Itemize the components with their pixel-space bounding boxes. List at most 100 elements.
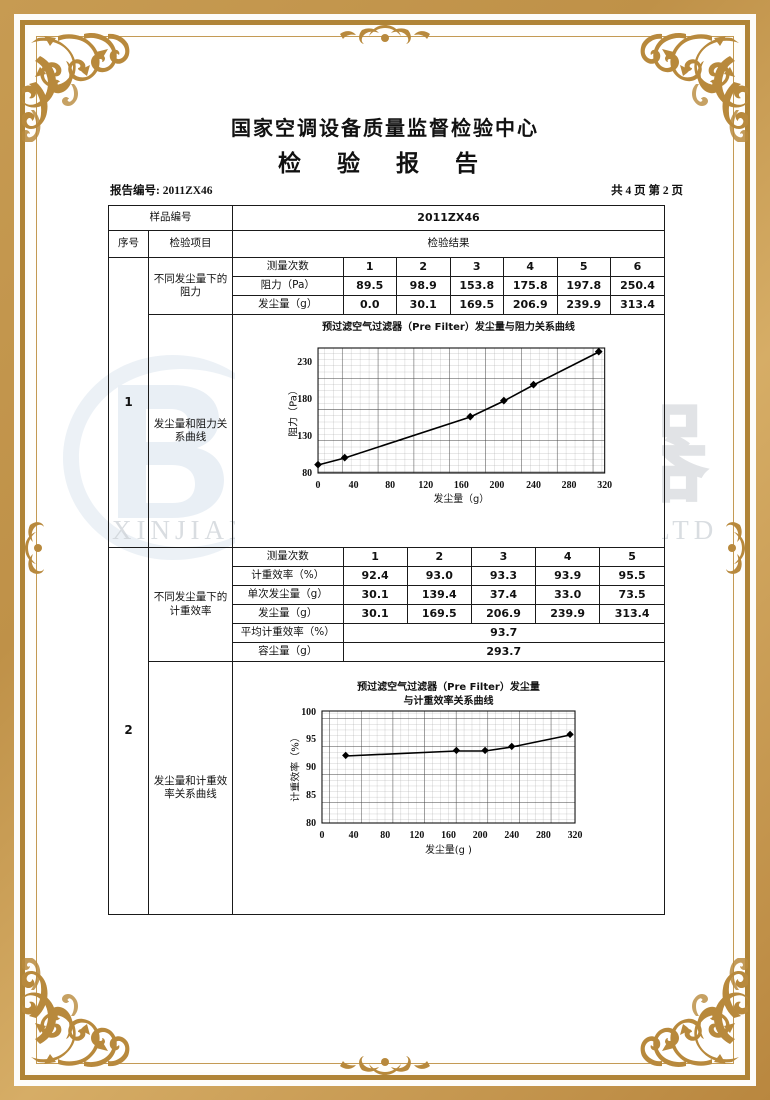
section2-index: 2 [108,547,149,915]
chart-2-title-line2: 与计重效率关系曲线 [403,696,494,707]
sample-label: 样品编号 [108,205,233,231]
table-row: 发尘量（g） 30.1 169.5 206.9 239.9 313.4 [233,604,664,624]
section1-measure-table-cell: 测量次数 1 2 3 4 5 6 阻力（Pa） 89.5 [232,257,665,315]
s2-dust-5: 313.4 [599,604,664,624]
svg-text:80: 80 [385,480,395,491]
s1-resistance-5: 197.8 [556,276,611,296]
s1-count-4: 4 [503,258,558,277]
s1-resistance-6: 250.4 [610,276,664,296]
s2-capacity-label: 容尘量（g） [233,642,344,661]
s2-rowhead-count: 测量次数 [233,548,344,567]
s2-single-3: 37.4 [470,585,537,605]
s2-eff-2: 93.0 [406,566,472,586]
table-row-section2-chart: 发尘量和计重效率关系曲线 预过滤空气过滤器（Pre Filter）发尘量 与计重… [109,661,665,915]
table-row: 单次发尘量（g） 30.1 139.4 37.4 33.0 73.5 [233,585,664,605]
s1-rowhead-count: 测量次数 [233,258,344,277]
svg-text:280: 280 [562,480,577,491]
sample-value: 2011ZX46 [232,205,665,231]
efficiency-vs-dust-chart: 预过滤空气过滤器（Pre Filter）发尘量 与计重效率关系曲线 [235,663,662,913]
col-header-result: 检验结果 [232,230,665,258]
s2-count-3: 3 [470,548,537,567]
svg-text:40: 40 [349,830,359,841]
table-row-section2-data: 2 不同发尘量下的计重效率 测量次数 1 2 3 4 5 [108,547,665,915]
table-row-sample: 样品编号 2011ZX46 [108,205,665,231]
section1-item-curve: 发尘量和阻力关系曲线 [148,314,233,548]
col-header-index: 序号 [108,230,149,258]
section2-measure-table: 测量次数 1 2 3 4 5 计重效率（%） 92.4 93.0 [233,548,664,661]
s1-dust-5: 239.9 [556,295,611,314]
table-row-section1-chart: 发尘量和阻力关系曲线 预过滤空气过滤器（Pre Filter）发尘量与阻力关系曲… [109,314,665,548]
s2-eff-4: 93.9 [535,566,601,586]
page-indicator: 共 4 页 第 2 页 [611,185,683,197]
svg-text:0: 0 [320,830,325,841]
section2-item-curve: 发尘量和计重效率关系曲线 [148,661,233,915]
svg-text:120: 120 [418,480,433,491]
chart-2-y-label: 计重效率（%） [288,732,301,801]
s2-single-1: 30.1 [342,585,408,605]
svg-text:80: 80 [306,818,316,829]
s2-dust-2: 169.5 [406,604,472,624]
s2-dust-4: 239.9 [535,604,601,624]
svg-text:95: 95 [306,734,316,745]
s2-dust-3: 206.9 [470,604,537,624]
section1-measure-table: 测量次数 1 2 3 4 5 6 阻力（Pa） 89.5 [233,258,664,314]
col-header-item: 检验项目 [148,230,233,258]
svg-text:280: 280 [536,830,551,841]
svg-text:40: 40 [349,480,359,491]
table-row-header: 序号 检验项目 检验结果 [108,230,665,258]
resistance-vs-dust-chart: 预过滤空气过滤器（Pre Filter）发尘量与阻力关系曲线 [235,316,662,546]
s1-count-1: 1 [342,258,397,277]
table-row: 阻力（Pa） 89.5 98.9 153.8 175.8 197.8 250.4 [233,276,664,296]
s2-eff-5: 95.5 [599,566,664,586]
svg-text:230: 230 [297,357,312,368]
chart-1-title: 预过滤空气过滤器（Pre Filter）发尘量与阻力关系曲线 [322,322,575,333]
svg-text:80: 80 [380,830,390,841]
s2-capacity-value: 293.7 [342,642,664,661]
s1-dust-1: 0.0 [342,295,397,314]
s2-count-5: 5 [599,548,664,567]
organization-title: 国家空调设备质量监督检验中心 [231,116,539,140]
chart-1-svg: 80 130 180 230 阻力（Pa） 0 40 80 [286,347,613,505]
chart-2-plot-area [321,710,576,824]
chart-2-x-label: 发尘量(g ) [425,843,472,856]
s1-dust-2: 30.1 [396,295,451,314]
svg-text:200: 200 [473,830,488,841]
chart-1-x-label: 发尘量（g） [434,492,490,505]
s2-dust-1: 30.1 [342,604,408,624]
s1-dust-6: 313.4 [610,295,664,314]
decorative-frame-gold-line [20,20,750,1080]
table-row: 容尘量（g） 293.7 [233,642,664,661]
table-row-section1-data: 1 不同发尘量下的阻力 测量次数 1 2 3 4 5 [108,257,665,548]
chart-1-y-label: 阻力（Pa） [286,385,299,437]
chart-1-x-ticks: 0 40 80 120 160 200 240 280 320 [316,480,613,491]
svg-text:80: 80 [302,468,312,479]
s2-count-2: 2 [406,548,472,567]
svg-text:240: 240 [526,480,541,491]
s1-count-3: 3 [449,258,504,277]
s1-count-2: 2 [396,258,451,277]
svg-text:120: 120 [409,830,424,841]
s1-count-6: 6 [610,258,664,277]
s2-single-2: 139.4 [406,585,472,605]
s1-rowhead-dust: 发尘量（g） [233,295,344,314]
svg-text:320: 320 [597,480,612,491]
report-meta-row: 报告编号: 2011ZX46 共 4 页 第 2 页 [65,182,705,200]
s1-dust-3: 169.5 [449,295,504,314]
s2-rowhead-single-dust: 单次发尘量（g） [233,585,344,605]
svg-text:180: 180 [297,394,312,405]
s1-resistance-1: 89.5 [342,276,397,296]
svg-text:0: 0 [316,480,321,491]
table-row: 测量次数 1 2 3 4 5 6 [233,258,664,277]
svg-text:100: 100 [301,707,316,718]
svg-text:130: 130 [297,431,312,442]
chart-2-cell: 预过滤空气过滤器（Pre Filter）发尘量 与计重效率关系曲线 [232,661,665,915]
section2-measure-table-cell: 测量次数 1 2 3 4 5 计重效率（%） 92.4 93.0 [232,547,665,662]
svg-text:85: 85 [306,790,316,801]
s1-rowhead-resistance: 阻力（Pa） [233,276,344,296]
s2-single-4: 33.0 [535,585,601,605]
section1-item-resistance: 不同发尘量下的阻力 [148,257,233,315]
s2-avg-value: 93.7 [342,623,664,643]
table-row: 平均计重效率（%） 93.7 [233,623,664,643]
svg-text:90: 90 [306,762,316,773]
report-content: 国家空调设备质量监督检验中心 检 验 报 告 报告编号: 2011ZX46 共 … [40,40,730,1060]
